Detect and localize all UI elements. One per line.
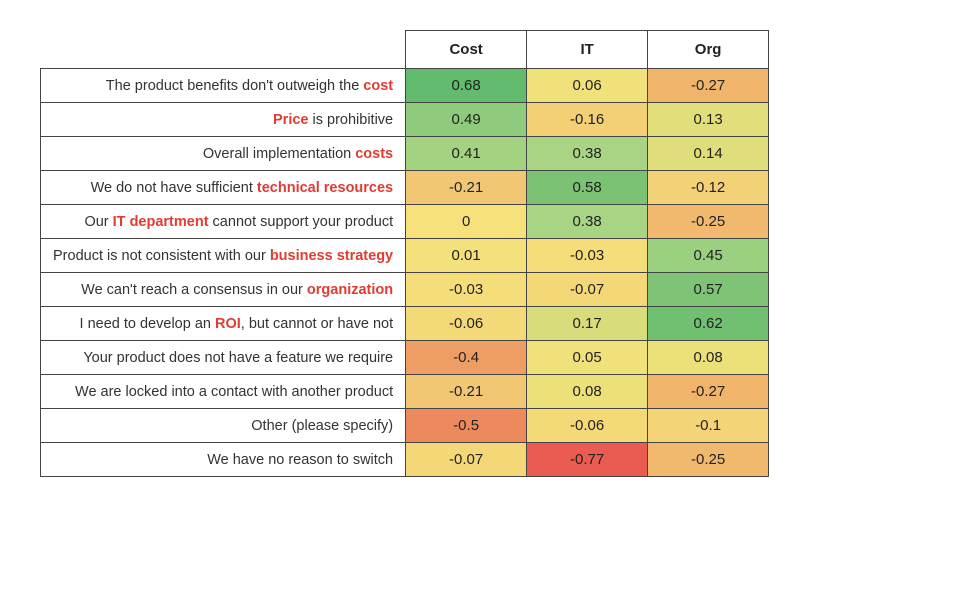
table-row: Your product does not have a feature we … bbox=[41, 341, 769, 375]
row-label-text: Other (please specify) bbox=[251, 418, 393, 434]
heatmap-cell: 0.38 bbox=[527, 205, 648, 239]
heatmap-cell: -0.21 bbox=[406, 375, 527, 409]
row-label-text: cannot support your product bbox=[209, 214, 394, 230]
table-row: Overall implementation costs0.410.380.14 bbox=[41, 137, 769, 171]
row-label-text: , but cannot or have not bbox=[241, 316, 393, 332]
heatmap-cell: -0.06 bbox=[527, 409, 648, 443]
heatmap-cell: 0.38 bbox=[527, 137, 648, 171]
row-label: The product benefits don't outweigh the … bbox=[41, 69, 406, 103]
table-row: We have no reason to switch -0.07-0.77-0.… bbox=[41, 443, 769, 477]
heatmap-cell: -0.12 bbox=[648, 171, 769, 205]
heatmap-cell: -0.4 bbox=[406, 341, 527, 375]
column-header: Org bbox=[648, 31, 769, 69]
row-label: I need to develop an ROI, but cannot or … bbox=[41, 307, 406, 341]
table-row: Our IT department cannot support your pr… bbox=[41, 205, 769, 239]
row-label-text: Product is not consistent with our bbox=[53, 248, 270, 264]
header-spacer bbox=[41, 31, 406, 69]
heatmap-table: CostITOrg The product benefits don't out… bbox=[40, 30, 769, 477]
row-label-text: Your product does not have a feature we … bbox=[83, 350, 393, 366]
heatmap-cell: 0 bbox=[406, 205, 527, 239]
heatmap-cell: -0.1 bbox=[648, 409, 769, 443]
column-header: IT bbox=[527, 31, 648, 69]
row-label-text: The product benefits don't outweigh the bbox=[106, 78, 364, 94]
heatmap-cell: 0.45 bbox=[648, 239, 769, 273]
table-row: We are locked into a contact with anothe… bbox=[41, 375, 769, 409]
table-row: Product is not consistent with our busin… bbox=[41, 239, 769, 273]
row-label: Your product does not have a feature we … bbox=[41, 341, 406, 375]
table-row: We do not have sufficient technical reso… bbox=[41, 171, 769, 205]
heatmap-cell: 0.08 bbox=[527, 375, 648, 409]
heatmap-cell: -0.27 bbox=[648, 375, 769, 409]
heatmap-cell: -0.25 bbox=[648, 205, 769, 239]
heatmap-cell: -0.5 bbox=[406, 409, 527, 443]
heatmap-container: CostITOrg The product benefits don't out… bbox=[0, 0, 974, 507]
row-label: We have no reason to switch bbox=[41, 443, 406, 477]
heatmap-cell: -0.16 bbox=[527, 103, 648, 137]
row-label-text: Our bbox=[84, 214, 112, 230]
heatmap-cell: -0.03 bbox=[406, 273, 527, 307]
heatmap-cell: -0.07 bbox=[527, 273, 648, 307]
row-label-text: I need to develop an bbox=[80, 316, 215, 332]
heatmap-cell: 0.41 bbox=[406, 137, 527, 171]
heatmap-cell: 0.05 bbox=[527, 341, 648, 375]
row-label-text: Overall implementation bbox=[203, 146, 355, 162]
row-label: Overall implementation costs bbox=[41, 137, 406, 171]
heatmap-cell: 0.01 bbox=[406, 239, 527, 273]
table-row: Price is prohibitive0.49-0.160.13 bbox=[41, 103, 769, 137]
heatmap-cell: -0.06 bbox=[406, 307, 527, 341]
heatmap-cell: 0.14 bbox=[648, 137, 769, 171]
heatmap-cell: -0.07 bbox=[406, 443, 527, 477]
row-label-text: We can't reach a consensus in our bbox=[81, 282, 307, 298]
heatmap-cell: 0.62 bbox=[648, 307, 769, 341]
heatmap-cell: 0.08 bbox=[648, 341, 769, 375]
table-header: CostITOrg bbox=[41, 31, 769, 69]
row-label-highlight: ROI bbox=[215, 316, 241, 332]
row-label-text: We are locked into a contact with anothe… bbox=[75, 384, 393, 400]
row-label-highlight: IT department bbox=[113, 214, 209, 230]
heatmap-cell: 0.68 bbox=[406, 69, 527, 103]
row-label: We are locked into a contact with anothe… bbox=[41, 375, 406, 409]
row-label-highlight: business strategy bbox=[270, 248, 393, 264]
table-row: The product benefits don't outweigh the … bbox=[41, 69, 769, 103]
heatmap-cell: -0.25 bbox=[648, 443, 769, 477]
heatmap-cell: 0.58 bbox=[527, 171, 648, 205]
table-row: We can't reach a consensus in our organi… bbox=[41, 273, 769, 307]
row-label: We do not have sufficient technical reso… bbox=[41, 171, 406, 205]
table-row: I need to develop an ROI, but cannot or … bbox=[41, 307, 769, 341]
heatmap-cell: 0.49 bbox=[406, 103, 527, 137]
row-label: Price is prohibitive bbox=[41, 103, 406, 137]
row-label-text: We do not have sufficient bbox=[91, 180, 257, 196]
heatmap-cell: 0.57 bbox=[648, 273, 769, 307]
row-label-highlight: costs bbox=[355, 146, 393, 162]
row-label-highlight: technical resources bbox=[257, 180, 393, 196]
row-label-text: is prohibitive bbox=[309, 112, 394, 128]
heatmap-cell: -0.21 bbox=[406, 171, 527, 205]
heatmap-cell: -0.03 bbox=[527, 239, 648, 273]
row-label-highlight: organization bbox=[307, 282, 393, 298]
heatmap-cell: -0.77 bbox=[527, 443, 648, 477]
heatmap-cell: 0.17 bbox=[527, 307, 648, 341]
table-body: The product benefits don't outweigh the … bbox=[41, 69, 769, 477]
table-row: Other (please specify) -0.5-0.06-0.1 bbox=[41, 409, 769, 443]
row-label: Product is not consistent with our busin… bbox=[41, 239, 406, 273]
row-label-highlight: Price bbox=[273, 112, 308, 128]
heatmap-cell: 0.06 bbox=[527, 69, 648, 103]
heatmap-cell: -0.27 bbox=[648, 69, 769, 103]
row-label-text: We have no reason to switch bbox=[207, 452, 393, 468]
row-label: Other (please specify) bbox=[41, 409, 406, 443]
column-header: Cost bbox=[406, 31, 527, 69]
row-label: Our IT department cannot support your pr… bbox=[41, 205, 406, 239]
row-label: We can't reach a consensus in our organi… bbox=[41, 273, 406, 307]
row-label-highlight: cost bbox=[363, 78, 393, 94]
heatmap-cell: 0.13 bbox=[648, 103, 769, 137]
